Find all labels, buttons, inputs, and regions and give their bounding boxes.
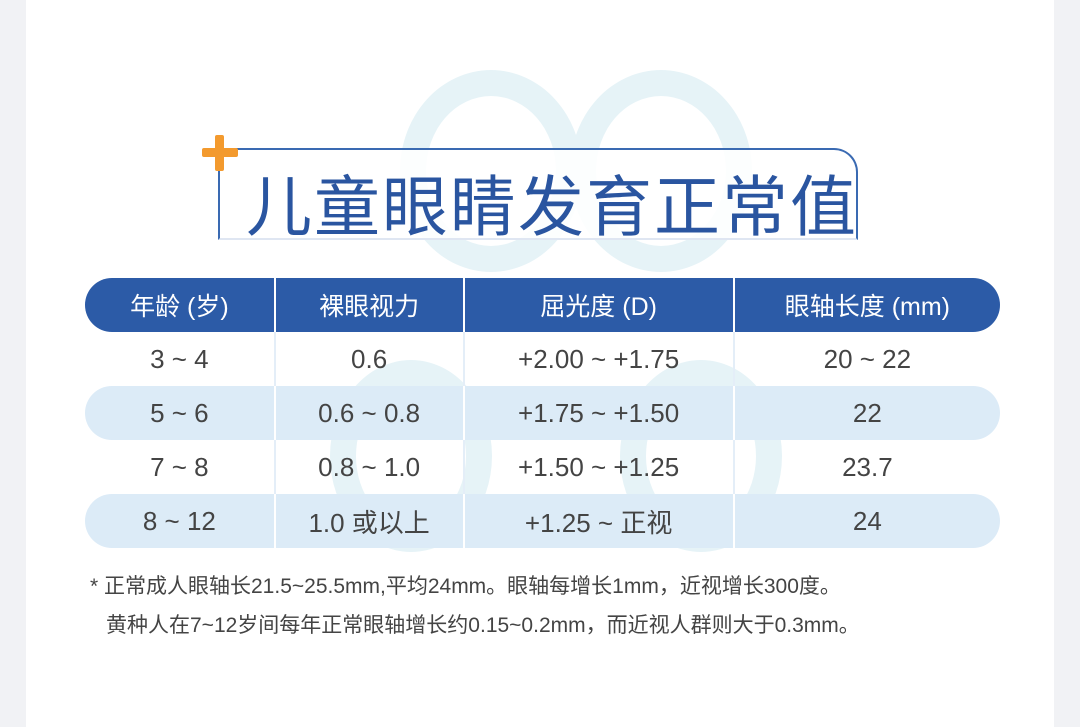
- title-box: 儿童眼睛发育正常值: [218, 148, 858, 244]
- table-cell: +1.75 ~ +1.50: [462, 386, 733, 440]
- table-cell: 8 ~ 12: [142, 505, 216, 536]
- table-row: 3 ~ 4 0.6 +2.00 ~ +1.75 20 ~ 22: [85, 332, 1000, 386]
- table-cell: 0.8 ~ 1.0: [273, 440, 463, 494]
- column-header: 年龄 (岁): [130, 293, 229, 321]
- table: 年龄 (岁) 裸眼视力 屈光度 (D) 眼轴长度 (mm) 3 ~ 4 0.6 +2.00 …: [85, 278, 1000, 548]
- column-header: 屈光度 (D): [462, 278, 733, 332]
- table-row: 8 ~ 12 1.0 或以上 +1.25 ~ 正视 24: [85, 494, 1000, 548]
- title: 儿童眼睛发育正常值: [246, 170, 858, 244]
- table-row: 5 ~ 6 0.6 ~ 0.8 +1.75 ~ +1.50 22: [85, 386, 1000, 440]
- table-cell: +1.25 ~ 正视: [462, 494, 733, 548]
- header-row: 年龄 (岁) 裸眼视力 屈光度 (D) 眼轴长度 (mm): [85, 278, 1000, 332]
- table-cell: 3 ~ 4: [150, 343, 209, 374]
- table-cell: 24: [732, 494, 1000, 548]
- footnote: * 正常成人眼轴长21.5~25.5mm,平均24mm。眼轴每增长1mm，近视增…: [90, 575, 841, 598]
- table-cell: 5 ~ 6: [150, 397, 209, 428]
- column-header: 眼轴长度 (mm): [732, 278, 1000, 332]
- table-cell: +1.50 ~ +1.25: [462, 440, 733, 494]
- table-cell: 22: [732, 386, 1000, 440]
- table-cell: 20 ~ 22: [732, 332, 1000, 386]
- column-header: 裸眼视力: [273, 278, 463, 332]
- table-cell: 7 ~ 8: [150, 451, 209, 482]
- plus-icon: [215, 135, 224, 171]
- table-cell: 23.7: [732, 440, 1000, 494]
- edge: [0, 0, 26, 727]
- table-row: 7 ~ 8 0.8 ~ 1.0 +1.50 ~ +1.25 23.7: [85, 440, 1000, 494]
- table-cell: 1.0 或以上: [273, 494, 463, 548]
- footnote: 黄种人在7~12岁间每年正常眼轴增长约0.15~0.2mm，而近视人群则大于0.…: [106, 614, 860, 637]
- table-cell: 0.6: [273, 332, 463, 386]
- table-cell: +2.00 ~ +1.75: [462, 332, 733, 386]
- edge: [1054, 0, 1080, 727]
- table-cell: 0.6 ~ 0.8: [273, 386, 463, 440]
